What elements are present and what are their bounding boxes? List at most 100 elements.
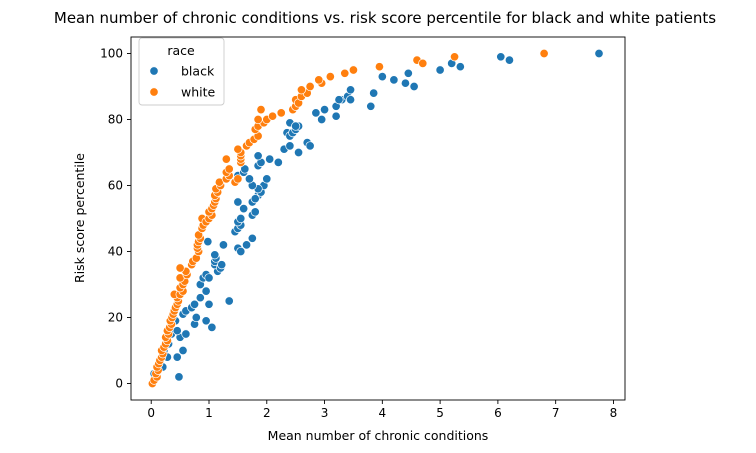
black-point	[174, 372, 184, 382]
black-point	[217, 260, 227, 270]
white-point	[305, 81, 315, 92]
y-tick-label: 0	[115, 377, 123, 391]
x-tick-label: 2	[263, 406, 271, 420]
black-point	[334, 95, 344, 105]
black-point	[331, 111, 341, 121]
white-point	[233, 174, 243, 184]
x-tick-label: 0	[147, 406, 155, 420]
white-point	[221, 154, 231, 164]
chart-title: Mean number of chronic conditions vs. ri…	[54, 9, 716, 27]
y-axis-label: Risk score percentile	[72, 153, 87, 283]
black-point	[224, 296, 234, 306]
black-point	[504, 55, 514, 65]
x-axis-label: Mean number of chronic conditions	[268, 428, 489, 443]
legend-marker-white	[149, 87, 159, 97]
y-tick-label: 20	[108, 311, 123, 325]
black-point	[305, 141, 315, 151]
white-point	[224, 164, 234, 174]
black-point	[400, 78, 410, 88]
white-point	[325, 72, 335, 82]
black-point	[242, 240, 252, 250]
x-tick-label: 4	[379, 406, 387, 420]
x-axis-ticks: 0 1 2 3 4 5 6 7 8	[147, 400, 617, 420]
white-point	[340, 68, 350, 78]
black-point	[236, 246, 246, 257]
white-point	[256, 105, 266, 115]
white-point	[276, 108, 286, 118]
black-point	[403, 68, 413, 78]
black-point	[346, 95, 356, 105]
white-point	[175, 263, 185, 273]
black-point	[253, 151, 263, 161]
black-point	[233, 197, 243, 207]
black-point	[236, 213, 246, 224]
y-tick-label: 80	[108, 113, 123, 127]
white-point	[418, 58, 428, 68]
black-point	[240, 164, 250, 174]
legend: race black white	[138, 37, 225, 106]
black-point	[210, 250, 220, 260]
black-point	[201, 316, 211, 326]
black-point	[285, 141, 295, 151]
black-point	[204, 273, 214, 283]
x-tick-label: 1	[205, 406, 213, 420]
data-points	[147, 48, 604, 389]
black-point	[455, 62, 465, 72]
x-tick-label: 6	[494, 406, 502, 420]
white-point	[233, 144, 243, 154]
black-point	[369, 88, 379, 98]
black-point	[435, 65, 445, 75]
black-point	[172, 326, 182, 336]
black-point	[191, 312, 201, 323]
black-point	[317, 114, 327, 125]
black-point	[265, 154, 275, 164]
black-point	[250, 194, 260, 204]
black-point	[195, 293, 205, 303]
black-point	[320, 105, 330, 115]
white-point	[253, 114, 263, 125]
black-point	[594, 48, 604, 59]
x-tick-label: 3	[321, 406, 329, 420]
x-tick-label: 8	[610, 406, 618, 420]
black-point	[273, 157, 283, 167]
black-point	[250, 207, 260, 217]
legend-label-black: black	[181, 64, 215, 79]
black-point	[377, 72, 387, 82]
black-point	[201, 286, 211, 296]
black-point	[496, 52, 506, 62]
black-point	[181, 329, 191, 339]
black-point	[409, 81, 419, 92]
black-point	[366, 101, 376, 111]
black-point	[294, 147, 304, 158]
black-point	[247, 233, 257, 243]
y-tick-label: 40	[108, 245, 123, 259]
white-point	[539, 48, 549, 59]
black-point	[172, 352, 182, 362]
white-point	[296, 85, 306, 95]
y-tick-label: 60	[108, 179, 123, 193]
y-tick-label: 100	[100, 47, 123, 61]
series-white	[147, 48, 549, 389]
legend-items: black white	[149, 64, 216, 100]
plot-area	[130, 36, 626, 401]
legend-box	[138, 37, 225, 106]
legend-title: race	[167, 43, 195, 58]
legend-marker-black	[149, 66, 159, 76]
black-point	[204, 299, 214, 309]
black-point	[203, 237, 213, 247]
white-point	[450, 52, 460, 62]
black-point	[218, 240, 228, 250]
black-point	[311, 108, 321, 118]
black-point	[291, 121, 301, 131]
black-point	[178, 345, 188, 356]
white-point	[314, 75, 324, 85]
white-point	[348, 65, 358, 75]
x-tick-label: 7	[552, 406, 560, 420]
black-point	[389, 75, 399, 85]
black-point	[262, 174, 272, 184]
black-point	[190, 299, 200, 309]
y-axis-ticks: 0 20 40 60 80 100	[100, 47, 131, 391]
black-point	[346, 85, 356, 95]
black-point	[244, 174, 254, 184]
